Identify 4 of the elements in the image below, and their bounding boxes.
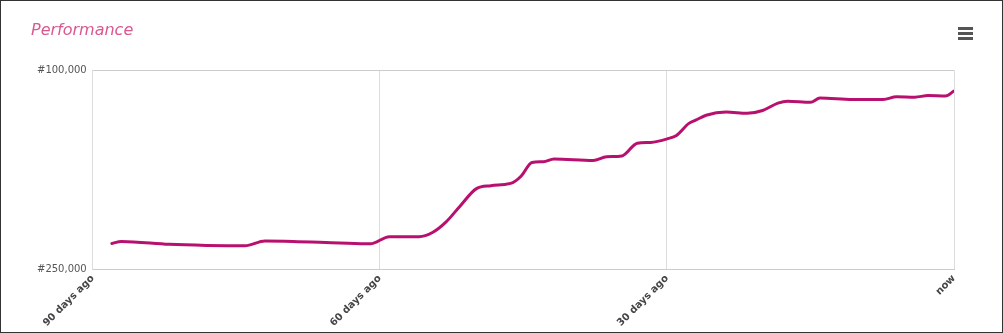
y-tick-label: #250,000 — [37, 263, 87, 275]
y-tick-label: #100,000 — [37, 63, 87, 75]
chart-title: Performance — [31, 19, 134, 39]
line-series — [110, 89, 954, 248]
